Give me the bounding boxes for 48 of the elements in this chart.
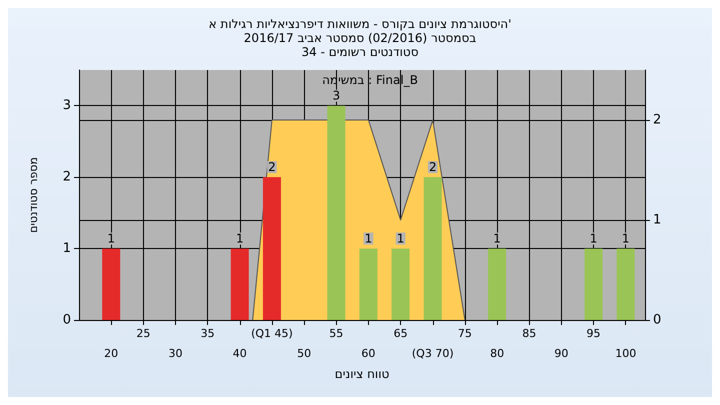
bar xyxy=(488,248,506,320)
y-tick-label: 0 xyxy=(62,312,71,328)
data-label: 3 xyxy=(332,88,340,103)
x-tick-label: 60 xyxy=(361,347,376,360)
bar xyxy=(359,248,378,320)
data-label: 1 xyxy=(107,232,115,246)
x-tick-label: 100 xyxy=(615,347,636,360)
x2-tick-label: 55 xyxy=(329,327,344,340)
y2-tick-label: 2 xyxy=(653,112,662,128)
chart-subtitle: בסמסטר (02/2016) סמסטר אביב 2016/17 סטודנטים רשומים - 34 xyxy=(244,31,476,59)
x-axis-title: טווח ציונים xyxy=(334,367,390,381)
bar xyxy=(584,248,603,320)
data-label: 1 xyxy=(590,232,598,246)
x-tick-label: 50 xyxy=(297,347,312,360)
x2-tick-label: 65 xyxy=(394,327,408,340)
x2-tick-label: 85 xyxy=(522,327,536,340)
bar xyxy=(102,248,120,320)
y-tick-label: 3 xyxy=(62,98,71,114)
bar xyxy=(262,177,281,320)
y-tick-label: 2 xyxy=(62,170,71,185)
bar xyxy=(230,248,249,320)
chart-title: היסטוגרמת ציונים בקורס - משוואות דיפרנציאליות רגילות א' xyxy=(208,17,512,31)
x2-tick-label: (Q1 45) xyxy=(251,327,293,340)
y-axis-title: מספר סטודנטים xyxy=(27,157,40,233)
bar xyxy=(392,248,410,320)
bar xyxy=(616,248,635,320)
data-label: 1 xyxy=(364,232,372,246)
data-label: 1 xyxy=(622,232,630,246)
x2-tick-label: 35 xyxy=(200,327,215,340)
data-label: 1 xyxy=(396,232,404,246)
x-tick-label: (Q3 70) xyxy=(412,347,454,360)
x-tick-label: 30 xyxy=(168,347,182,360)
data-label: 2 xyxy=(428,160,437,174)
bar xyxy=(424,177,442,320)
x2-tick-label: 25 xyxy=(136,327,150,340)
data-label: 1 xyxy=(236,232,244,246)
data-label: 1 xyxy=(493,232,501,246)
y2-tick-label: 0 xyxy=(653,312,662,328)
x2-tick-label: 95 xyxy=(586,327,601,340)
data-label: 2 xyxy=(268,160,276,174)
y2-tick-label: 1 xyxy=(653,212,662,228)
bar xyxy=(327,106,346,320)
y-tick-label: 1 xyxy=(62,241,71,256)
x-tick-label: 80 xyxy=(490,347,504,360)
x-tick-label: 90 xyxy=(554,347,568,360)
x2-tick-label: 75 xyxy=(458,327,472,340)
x-tick-label: 20 xyxy=(104,347,118,360)
x-tick-label: 40 xyxy=(232,347,247,360)
